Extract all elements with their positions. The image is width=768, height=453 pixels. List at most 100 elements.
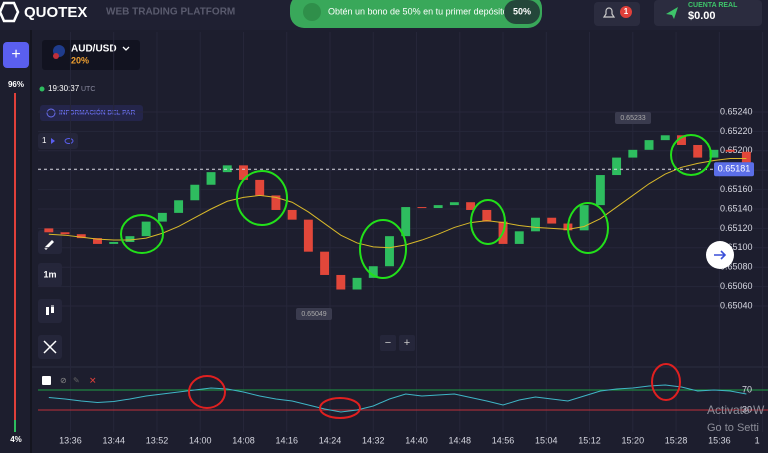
candle-body xyxy=(222,165,232,173)
platform-name: WEB TRADING PLATFORM xyxy=(106,7,235,18)
candle-body xyxy=(595,175,605,206)
candle-body xyxy=(141,221,151,237)
green-circle xyxy=(120,214,164,254)
up-percent: 96% xyxy=(8,80,24,89)
candle-body xyxy=(628,149,638,158)
x-tick-label: 13:36 xyxy=(59,435,82,445)
x-tick-label: 13:44 xyxy=(102,435,125,445)
candle-body xyxy=(44,228,54,233)
candle-body xyxy=(287,209,297,220)
x-tick-label: 14:48 xyxy=(449,435,472,445)
x-tick-label: 15:28 xyxy=(665,435,688,445)
y-tick-label: 0.65100 xyxy=(720,242,753,252)
moving-average xyxy=(48,158,747,249)
collapse-icon[interactable] xyxy=(42,376,51,385)
y-tick-label: 0.65220 xyxy=(720,126,753,136)
candle-body xyxy=(660,135,670,141)
watermark: Go to Setti xyxy=(707,422,759,434)
promo-text: Obtén un bono de 50% en tu primer depósi… xyxy=(328,6,508,16)
x-tick-label: 14:24 xyxy=(319,435,342,445)
candle-body xyxy=(320,251,330,275)
candle-body xyxy=(109,241,119,244)
settings-icon xyxy=(43,340,57,354)
candle-body xyxy=(303,219,313,252)
add-button[interactable] xyxy=(3,42,29,68)
zoom-out[interactable] xyxy=(380,335,396,351)
candle-body xyxy=(693,144,703,158)
indicator-chip[interactable] xyxy=(38,133,78,149)
flag-icon xyxy=(53,53,59,59)
arrow-icon xyxy=(714,250,727,260)
x-tick-label: 1 xyxy=(755,435,760,445)
price-tag xyxy=(714,162,754,177)
balance: $0.00 xyxy=(688,10,716,22)
candle-body xyxy=(514,231,524,244)
account-label: CUENTA REAL xyxy=(688,2,738,9)
candle-icon xyxy=(46,307,49,315)
candle-body xyxy=(579,205,589,231)
chevron xyxy=(122,46,130,51)
promo-badge-bg xyxy=(504,0,540,24)
bell-icon xyxy=(602,7,616,18)
x-tick-label: 13:52 xyxy=(146,435,169,445)
candle-body xyxy=(60,232,70,235)
x-tick-label: 14:40 xyxy=(405,435,428,445)
candle-body xyxy=(482,209,492,222)
zoom-in[interactable] xyxy=(399,335,415,351)
candle-body xyxy=(174,200,184,213)
info-button[interactable] xyxy=(40,105,143,121)
annotations xyxy=(120,134,712,419)
x-tick-label: 15:36 xyxy=(708,435,731,445)
promo-banner[interactable] xyxy=(290,0,542,28)
candle-body xyxy=(239,165,248,180)
y-tick-label: 0.65120 xyxy=(720,223,753,233)
x-tick-label: 14:32 xyxy=(362,435,385,445)
candle-body xyxy=(725,149,735,152)
candle-body xyxy=(385,236,394,267)
close-icon[interactable]: ✕ xyxy=(89,375,97,385)
clock: 19:30:37 xyxy=(48,84,80,93)
account-icon xyxy=(666,7,678,19)
rocket-icon xyxy=(303,3,321,21)
candle-body xyxy=(612,157,622,176)
notification-count: 1 xyxy=(624,7,629,16)
timeframe-button[interactable] xyxy=(38,263,62,287)
x-tick-label: 14:00 xyxy=(189,435,212,445)
y-tick-label: 0.65160 xyxy=(720,184,753,194)
candle-body xyxy=(531,217,540,232)
green-circle xyxy=(359,219,407,279)
candle-icon xyxy=(51,305,54,313)
edit-icon[interactable]: ✎ xyxy=(73,376,80,385)
info-icon xyxy=(46,108,56,118)
high-label: 0.65233 xyxy=(620,115,645,122)
candle-body xyxy=(190,184,200,201)
hide-icon[interactable]: ⊘ xyxy=(60,376,67,385)
candle-body xyxy=(709,149,719,158)
low-tag xyxy=(296,308,332,320)
y-tick-label: 0.65240 xyxy=(720,106,753,116)
indicator-line xyxy=(48,384,747,413)
red-circle xyxy=(651,363,681,401)
green-circle xyxy=(670,134,712,176)
notifications-button[interactable] xyxy=(594,2,640,26)
candle-body xyxy=(255,179,265,196)
timezone: UTC xyxy=(81,86,95,93)
candle-body xyxy=(157,212,167,222)
level-label: 70 xyxy=(742,384,752,394)
candle-body xyxy=(677,135,686,145)
watermark: Activate W xyxy=(707,403,765,417)
candle-body xyxy=(368,266,378,278)
candle-body xyxy=(466,202,476,210)
candle-body xyxy=(206,172,216,185)
green-circle xyxy=(470,199,506,245)
account-button[interactable] xyxy=(654,0,762,26)
x-tick-label: 14:16 xyxy=(275,435,298,445)
candle-body xyxy=(433,205,443,209)
x-tick-label: 15:12 xyxy=(578,435,601,445)
candle-body xyxy=(271,195,281,210)
chart-type-button[interactable] xyxy=(38,299,62,323)
pair-selector[interactable] xyxy=(42,40,140,70)
x-tick-label: 14:56 xyxy=(492,435,515,445)
